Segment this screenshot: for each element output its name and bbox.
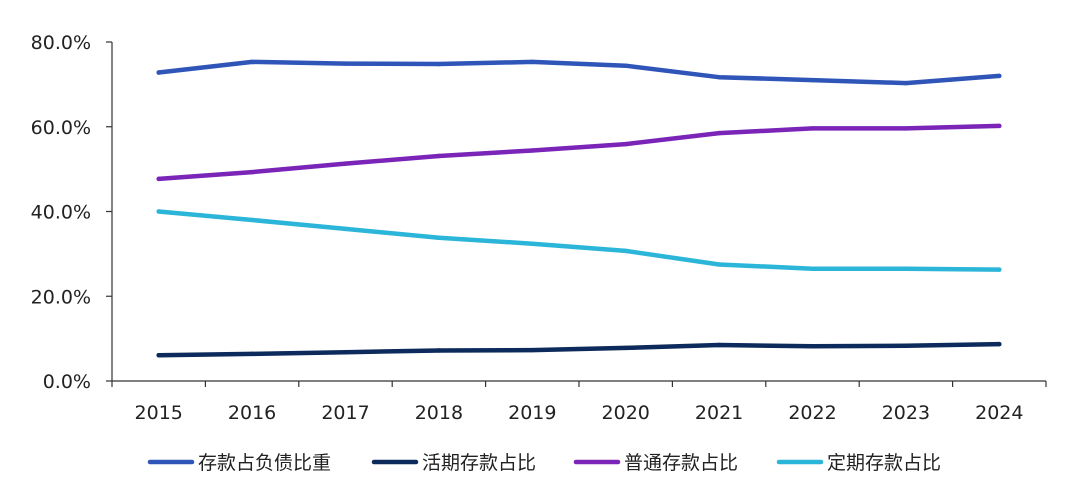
series-line <box>156 123 1002 182</box>
data-point <box>716 342 722 348</box>
x-axis-ticks: 2015 2016 2017 2018 2019 2020 2021 2022 2023 2024 <box>111 381 1047 424</box>
series-3 <box>156 123 1002 182</box>
legend-item: 活期存款占比 <box>371 452 536 474</box>
data-point <box>436 61 442 67</box>
data-point <box>343 161 348 166</box>
legend-item: 普通存款占比 <box>573 452 738 474</box>
x-tick-label: 2020 <box>602 402 650 424</box>
data-point <box>249 59 255 65</box>
data-point <box>716 262 722 267</box>
data-point <box>997 123 1002 129</box>
data-point <box>343 349 348 355</box>
series-lines <box>156 59 1002 358</box>
series-line <box>156 341 1002 358</box>
data-point <box>530 241 535 246</box>
data-point <box>436 235 442 240</box>
data-point <box>810 126 815 131</box>
series-2 <box>156 341 1002 358</box>
data-point <box>249 169 255 175</box>
series-line <box>156 59 1002 86</box>
data-point <box>903 80 909 86</box>
legend-label: 定期存款占比 <box>827 452 941 474</box>
data-point <box>156 70 161 75</box>
data-point <box>810 77 815 83</box>
x-tick-label: 2017 <box>321 402 369 424</box>
x-tick-label: 2021 <box>695 402 743 424</box>
legend-label: 存款占负债比重 <box>198 452 331 474</box>
legend-label: 活期存款占比 <box>422 452 536 474</box>
x-tick-label: 2018 <box>415 402 463 424</box>
data-point <box>997 73 1002 79</box>
x-tick-label: 2024 <box>975 402 1023 424</box>
data-point <box>343 226 348 232</box>
x-tick-label: 2022 <box>788 402 836 424</box>
data-point <box>716 74 722 80</box>
data-point <box>156 176 161 182</box>
y-tick-label: 20.0% <box>31 286 91 308</box>
data-point <box>623 141 628 147</box>
data-point <box>810 344 815 349</box>
x-tick-label: 2019 <box>508 402 556 424</box>
data-point <box>623 63 628 68</box>
series-4 <box>156 209 1002 272</box>
data-point <box>623 345 628 351</box>
data-point <box>810 266 815 271</box>
x-tick-label: 2016 <box>228 402 276 424</box>
legend-item: 定期存款占比 <box>776 452 941 474</box>
data-point <box>997 267 1002 272</box>
x-tick-label: 2023 <box>882 402 930 424</box>
data-point <box>343 61 348 66</box>
data-point <box>997 341 1002 347</box>
data-point <box>903 343 909 349</box>
axes <box>111 42 1046 382</box>
data-point <box>436 348 442 353</box>
data-point <box>249 217 255 223</box>
x-tick-label: 2015 <box>135 402 183 424</box>
legend: 存款占负债比重 活期存款占比 普通存款占比 定期存款占比 <box>147 452 941 474</box>
series-line <box>156 209 1002 272</box>
y-tick-label: 40.0% <box>31 202 91 224</box>
data-point <box>530 59 535 65</box>
y-axis-ticks: 0.0% 20.0% 40.0% 60.0% 80.0% <box>31 32 112 393</box>
data-point <box>903 266 909 271</box>
data-point <box>249 351 255 357</box>
legend-label: 普通存款占比 <box>624 452 738 474</box>
series-1 <box>156 59 1002 86</box>
legend-item: 存款占负债比重 <box>147 452 331 474</box>
data-point <box>903 126 909 131</box>
data-point <box>716 130 722 136</box>
y-tick-label: 60.0% <box>31 117 91 139</box>
data-point <box>530 347 535 353</box>
data-point <box>156 209 161 214</box>
y-tick-label: 0.0% <box>43 371 91 393</box>
y-tick-label: 80.0% <box>31 32 91 54</box>
data-point <box>623 248 628 254</box>
data-point <box>530 148 535 153</box>
data-point <box>156 352 161 358</box>
data-point <box>436 153 442 159</box>
